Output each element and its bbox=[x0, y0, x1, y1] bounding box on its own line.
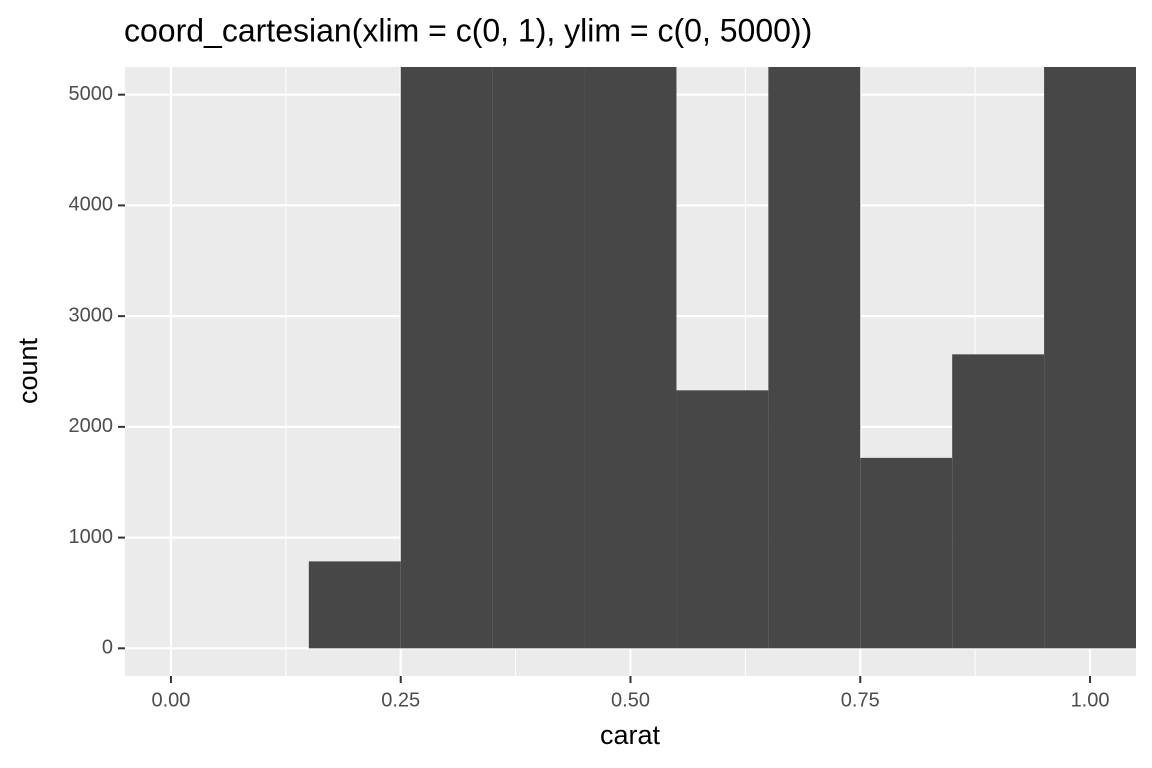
chart-title: coord_cartesian(xlim = c(0, 1), ylim = c… bbox=[124, 12, 812, 48]
y-tick-label: 2000 bbox=[69, 415, 114, 437]
bar bbox=[952, 354, 1045, 649]
bars bbox=[308, 67, 1136, 649]
y-tick-label: 1000 bbox=[69, 526, 114, 548]
x-tick-label: 0.00 bbox=[151, 689, 190, 711]
bar bbox=[1044, 67, 1136, 649]
x-axis-label: carat bbox=[600, 720, 661, 750]
x-tick-label: 0.25 bbox=[381, 689, 420, 711]
bar bbox=[400, 67, 493, 649]
x-tick-label: 0.50 bbox=[611, 689, 650, 711]
y-axis-label: count bbox=[13, 337, 43, 404]
x-tick-label: 0.75 bbox=[841, 689, 880, 711]
bar bbox=[676, 390, 769, 649]
bar bbox=[860, 457, 953, 649]
y-tick-label: 4000 bbox=[69, 194, 114, 216]
y-tick-label: 3000 bbox=[69, 304, 114, 326]
axes: 0 1000 2000 3000 4000 5000 0.00 0.25 0.50 0.75 1.0… bbox=[69, 83, 1110, 711]
y-tick-label: 5000 bbox=[69, 83, 114, 105]
y-tick-label: 0 bbox=[102, 637, 113, 659]
bar bbox=[308, 561, 401, 649]
x-tick-label: 1.00 bbox=[1071, 689, 1110, 711]
bar bbox=[768, 67, 861, 649]
bar bbox=[584, 67, 677, 649]
bar bbox=[492, 67, 585, 649]
